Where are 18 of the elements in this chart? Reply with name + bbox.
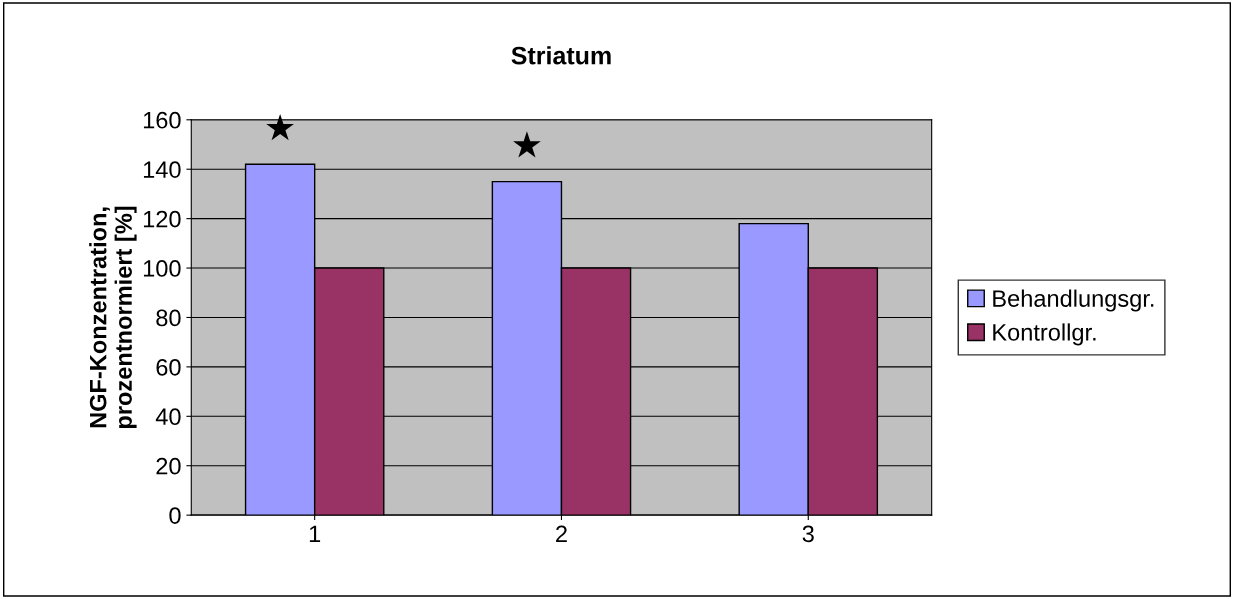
y-tick-label: 60 (156, 358, 181, 376)
x-tick-label: 1 (309, 525, 321, 542)
y-axis-title: NGF-Konzentration, prozentnormiert [%] (89, 206, 137, 429)
legend-label: Behandlungsgr. (993, 289, 1154, 312)
y-tick-label: 100 (143, 260, 181, 277)
x-tick-label: 3 (802, 525, 814, 543)
annotation: ★ (513, 131, 541, 158)
y-tick-label: 80 (156, 309, 181, 327)
y-tick-label: 160 (143, 111, 181, 129)
legend-label: Kontrollgr. (993, 323, 1096, 346)
y-tick-label: 120 (143, 210, 181, 228)
annotation: ★ (266, 113, 294, 141)
chart-title: Striatum (511, 46, 611, 65)
y-tick-label: 40 (155, 408, 181, 426)
y-tick-label: 0 (169, 507, 181, 524)
y-tick-label: 140 (143, 161, 181, 179)
x-tick-label: 2 (556, 525, 567, 542)
y-tick-label: 20 (156, 457, 181, 475)
